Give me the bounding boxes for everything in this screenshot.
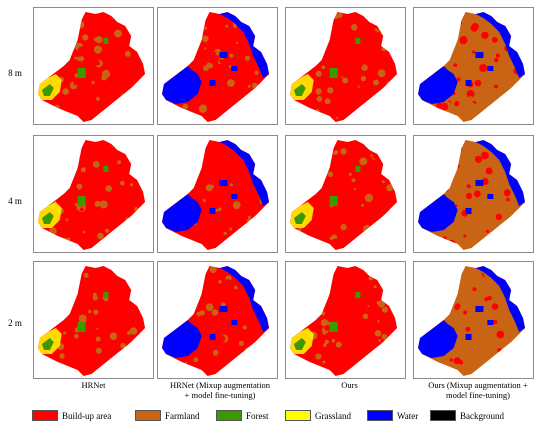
map-panel-hrnet-4m [33, 135, 154, 253]
col-label-ours: Ours [341, 380, 358, 390]
map-svg [161, 140, 270, 250]
map-panel-ours-mixup-2m [413, 261, 534, 379]
map-svg [37, 266, 146, 376]
map-panel-hrnet-mixup-2m [157, 261, 278, 379]
row-label-2m: 2 m [8, 318, 22, 328]
map-svg [417, 266, 526, 376]
map-panel-ours-8m [285, 7, 406, 125]
map-panel-ours-2m [285, 261, 406, 379]
legend-swatch-buildup [32, 410, 58, 421]
map-svg [417, 12, 526, 122]
legend-item-buildup: Build-up area [32, 410, 111, 421]
legend-label-buildup: Build-up area [62, 410, 112, 421]
legend-item-grassland: Grassland [285, 410, 351, 421]
legend-swatch-grassland [285, 410, 311, 421]
legend-swatch-background [430, 410, 456, 421]
map-panel-hrnet-8m [33, 7, 154, 125]
map-svg [37, 140, 146, 250]
map-svg [417, 140, 526, 250]
legend-swatch-water [367, 410, 393, 421]
legend-label-farmland: Farmland [165, 410, 200, 421]
legend-swatch-forest [216, 410, 242, 421]
legend-label-forest: Forest [246, 410, 269, 421]
legend-item-farmland: Farmland [135, 410, 200, 421]
col-label-hrnet-mixup: HRNet (Mixup augmentation + model fine-t… [169, 380, 271, 400]
map-panel-ours-4m [285, 135, 406, 253]
map-svg [37, 12, 146, 122]
map-svg [289, 12, 398, 122]
map-svg [289, 140, 398, 250]
legend: Build-up area Farmland Forest Grassland … [32, 410, 542, 426]
map-svg [161, 266, 270, 376]
col-label-hrnet: HRNet [81, 380, 106, 390]
map-panel-ours-mixup-4m [413, 135, 534, 253]
legend-item-background: Background [430, 410, 504, 421]
legend-label-grassland: Grassland [315, 410, 351, 421]
legend-swatch-farmland [135, 410, 161, 421]
legend-label-water: Water [397, 410, 419, 421]
map-svg [289, 266, 398, 376]
col-label-ours-mixup: Ours (Mixup augmentation + model fine-tu… [428, 380, 528, 400]
map-svg [161, 12, 270, 122]
row-label-4m: 4 m [8, 196, 22, 206]
map-panel-ours-mixup-8m [413, 7, 534, 125]
legend-label-background: Background [460, 410, 504, 421]
legend-item-water: Water [367, 410, 418, 421]
map-panel-hrnet-mixup-4m [157, 135, 278, 253]
row-label-8m: 8 m [8, 68, 22, 78]
legend-item-forest: Forest [216, 410, 269, 421]
map-panel-hrnet-2m [33, 261, 154, 379]
map-panel-hrnet-mixup-8m [157, 7, 278, 125]
